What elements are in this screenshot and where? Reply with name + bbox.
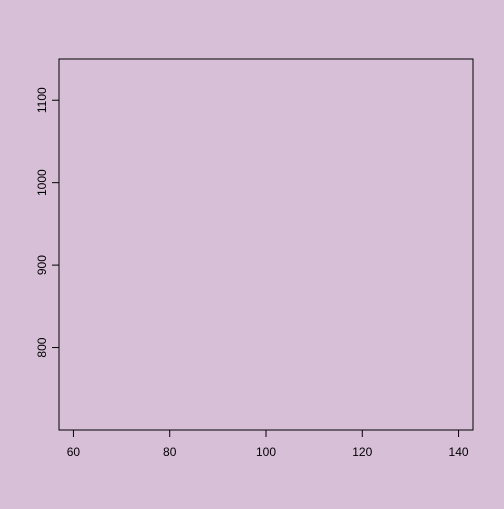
y-tick-label: 800 xyxy=(35,337,49,357)
x-tick-label: 100 xyxy=(256,445,276,459)
y-tick-label: 900 xyxy=(35,255,49,275)
plot-frame xyxy=(58,58,474,431)
x-axis: 60 80 100 120 140 xyxy=(67,429,469,459)
x-tick-label: 60 xyxy=(67,445,81,459)
x-tick-label: 80 xyxy=(163,445,177,459)
x-tick-label: 140 xyxy=(449,445,469,459)
y-axis: 800 900 1000 1100 xyxy=(35,87,60,358)
y-tick-label: 1100 xyxy=(35,87,49,113)
y-tick-label: 1000 xyxy=(35,169,49,196)
x-tick-label: 120 xyxy=(352,445,372,459)
